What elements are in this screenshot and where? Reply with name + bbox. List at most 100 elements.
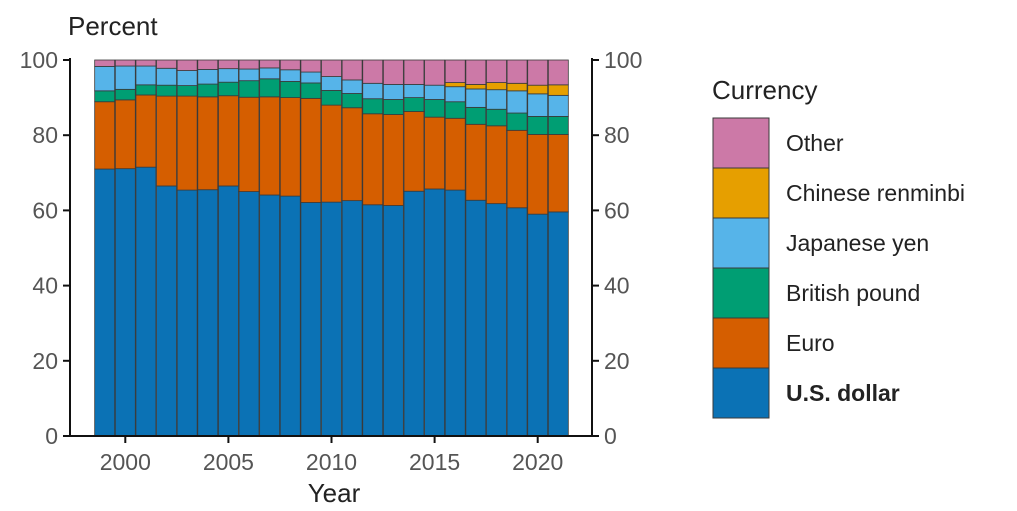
bar-euro-1999 <box>94 101 116 170</box>
bar-other-2006 <box>238 59 260 70</box>
legend-title: Currency <box>712 75 817 105</box>
bar-british-pound-2013 <box>382 99 404 115</box>
bar-chinese-renminbi-2018 <box>486 82 507 91</box>
bar-euro-2018 <box>486 125 507 205</box>
legend-label-british-pound: British pound <box>786 280 920 306</box>
bar-british-pound-2002 <box>156 84 177 97</box>
x-tick-label-2000: 2000 <box>100 449 151 475</box>
bar-japanese-yen-2011 <box>341 79 363 94</box>
bar-british-pound-2017 <box>465 106 487 125</box>
bar-euro-2002 <box>156 95 177 187</box>
bar-british-pound-2000 <box>114 88 136 101</box>
legend-swatch-other <box>712 117 770 169</box>
bar-japanese-yen-2014 <box>403 84 425 99</box>
bar-u-s-dollar-2015 <box>424 188 446 437</box>
bar-u-s-dollar-2000 <box>114 168 136 437</box>
legend-label-japanese-yen: Japanese yen <box>786 230 929 256</box>
bar-euro-2009 <box>300 97 322 203</box>
bar-british-pound-2020 <box>527 116 549 135</box>
bar-euro-2010 <box>321 104 342 203</box>
bar-other-2004 <box>197 59 219 70</box>
bar-japanese-yen-2006 <box>238 68 260 82</box>
legend-swatch-euro <box>712 317 770 369</box>
bar-euro-2004 <box>197 96 219 191</box>
y-tick-label-left-100: 100 <box>20 47 58 73</box>
bar-other-2000 <box>114 59 136 67</box>
y-tick-label-right-100: 100 <box>604 47 642 73</box>
bar-euro-2013 <box>382 114 404 206</box>
bar-euro-2003 <box>176 95 198 191</box>
x-tick-label-2020: 2020 <box>512 449 563 475</box>
bar-japanese-yen-2005 <box>217 68 239 83</box>
bar-u-s-dollar-1999 <box>94 168 116 437</box>
bar-japanese-yen-2018 <box>486 89 507 110</box>
bar-euro-2008 <box>279 97 301 197</box>
bar-british-pound-2004 <box>197 83 219 98</box>
bar-u-s-dollar-2005 <box>217 185 239 437</box>
bar-other-2009 <box>300 59 322 73</box>
bar-japanese-yen-2004 <box>197 69 219 85</box>
bar-british-pound-2015 <box>424 99 446 118</box>
y-tick-label-left-80: 80 <box>32 122 58 148</box>
bar-british-pound-2016 <box>444 101 466 119</box>
legend: Other Chinese renminbi Japanese yen British… <box>712 117 965 419</box>
bar-british-pound-2011 <box>341 93 363 109</box>
y-axis-title: Percent <box>68 11 158 41</box>
bars-layer <box>94 59 569 437</box>
bar-other-2014 <box>403 59 425 85</box>
bar-other-2021 <box>547 59 569 86</box>
bar-japanese-yen-2015 <box>424 84 446 100</box>
bar-euro-2007 <box>259 96 281 196</box>
bar-euro-2021 <box>547 134 569 213</box>
bar-euro-2014 <box>403 111 425 192</box>
legend-label-euro: Euro <box>786 330 835 356</box>
bar-other-2018 <box>486 59 507 83</box>
bar-japanese-yen-2009 <box>300 71 322 84</box>
bar-british-pound-2008 <box>279 81 301 99</box>
bar-chinese-renminbi-2020 <box>527 84 549 95</box>
bar-other-2011 <box>341 59 363 81</box>
bar-u-s-dollar-2017 <box>465 199 487 437</box>
bar-u-s-dollar-2019 <box>506 207 528 437</box>
bar-chinese-renminbi-2017 <box>465 84 487 90</box>
bar-u-s-dollar-2020 <box>527 213 549 437</box>
bar-japanese-yen-2013 <box>382 84 404 100</box>
legend-label-other: Other <box>786 130 844 156</box>
bar-japanese-yen-2002 <box>156 67 177 86</box>
y-tick-label-left-0: 0 <box>45 423 58 449</box>
x-axis-title: Year <box>308 478 361 506</box>
bar-british-pound-2021 <box>547 116 569 135</box>
bar-other-2003 <box>176 59 198 71</box>
bar-u-s-dollar-2018 <box>486 203 507 437</box>
bar-u-s-dollar-2003 <box>176 189 198 437</box>
bar-u-s-dollar-2004 <box>197 189 219 437</box>
bar-chinese-renminbi-2019 <box>506 82 528 92</box>
bar-british-pound-2003 <box>176 85 198 97</box>
bar-japanese-yen-2003 <box>176 70 198 86</box>
y-tick-label-left-40: 40 <box>32 273 58 299</box>
bar-other-2016 <box>444 59 466 83</box>
bar-u-s-dollar-2016 <box>444 189 466 437</box>
x-tick-label-2015: 2015 <box>409 449 460 475</box>
legend-label-u-s-dollar: U.S. dollar <box>786 380 900 406</box>
y-tick-label-right-60: 60 <box>604 197 630 223</box>
y-tick-label-right-20: 20 <box>604 348 630 374</box>
bar-other-2001 <box>135 59 157 67</box>
bar-euro-2006 <box>238 96 260 192</box>
bar-euro-2019 <box>506 129 528 209</box>
bar-japanese-yen-2012 <box>362 82 384 100</box>
bar-u-s-dollar-2009 <box>300 202 322 437</box>
bar-other-2015 <box>424 59 446 86</box>
bar-japanese-yen-1999 <box>94 65 116 92</box>
bar-other-2020 <box>527 59 549 86</box>
bar-u-s-dollar-2008 <box>279 195 301 437</box>
bar-u-s-dollar-2021 <box>547 211 569 437</box>
bar-u-s-dollar-2006 <box>238 191 260 437</box>
bar-u-s-dollar-2013 <box>382 205 404 437</box>
legend-swatch-british-pound <box>712 267 770 319</box>
legend-swatch-u-s-dollar <box>712 367 770 419</box>
bar-euro-2012 <box>362 113 384 206</box>
y-tick-label-right-40: 40 <box>604 273 630 299</box>
bar-japanese-yen-2008 <box>279 69 301 82</box>
